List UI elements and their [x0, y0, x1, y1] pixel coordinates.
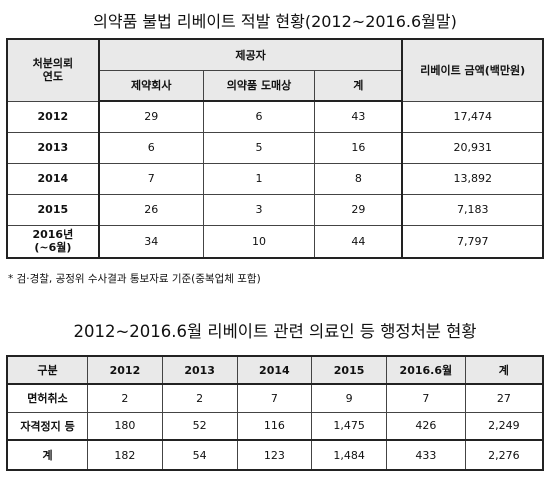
- pharma-cell: 26: [98, 193, 204, 226]
- header-total: 계: [464, 355, 544, 385]
- year-cell: 2014: [6, 162, 100, 195]
- wholesale-cell: 6: [202, 100, 316, 133]
- page-title: 의약품 불법 리베이트 적발 현황(2012~2016.6월말): [93, 12, 457, 31]
- pharma-cell: 29: [98, 100, 204, 133]
- header-2012: 2012: [87, 355, 163, 385]
- header-amount: 리베이트 금액(백만원): [401, 38, 544, 102]
- year-cell: 2012: [6, 100, 100, 133]
- section-title: 2012~2016.6월 리베이트 관련 의료인 등 행정처분 현황: [73, 322, 477, 341]
- total-cell: 16: [314, 131, 404, 164]
- header-year: 처분의뢰 연도: [6, 38, 100, 102]
- value-cell: 9: [311, 383, 387, 413]
- header-2014: 2014: [236, 355, 313, 385]
- total-row: 계 182 54 123 1,484 433 2,276: [6, 439, 544, 471]
- value-cell: 116: [236, 411, 313, 441]
- table-row: 면허취소 2 2 7 9 7 27: [6, 383, 544, 413]
- total-cell: 8: [314, 162, 404, 195]
- administrative-action-table: 구분 2012 2013 2014 2015 2016.6월 계 면허취소 2 …: [6, 355, 544, 471]
- year-cell: 2013: [6, 131, 100, 164]
- total-cell: 29: [314, 193, 404, 226]
- header-wholesale: 의약품 도매상: [202, 69, 316, 102]
- footnote: * 검·경찰, 공정위 수사결과 통보자료 기준(중복업체 포함): [8, 273, 261, 285]
- value-cell: 2: [161, 383, 238, 413]
- value-cell: 7: [385, 383, 466, 413]
- value-cell: 180: [87, 411, 163, 441]
- value-cell: 426: [385, 411, 466, 441]
- value-cell: 52: [161, 411, 238, 441]
- year-cell: 2015: [6, 193, 100, 226]
- value-cell: 54: [161, 439, 238, 471]
- table-row: 2014 7 1 8 13,892: [6, 162, 544, 195]
- value-cell: 2: [87, 383, 163, 413]
- header-subtotal: 계: [314, 69, 404, 102]
- value-cell: 123: [236, 439, 313, 471]
- pharma-cell: 34: [98, 224, 204, 259]
- header-2015: 2015: [311, 355, 387, 385]
- total-cell: 44: [314, 224, 404, 259]
- wholesale-cell: 1: [202, 162, 316, 195]
- amount-cell: 17,474: [401, 100, 544, 133]
- value-cell: 2,249: [464, 411, 544, 441]
- value-cell: 182: [87, 439, 163, 471]
- header-provider: 제공자: [98, 38, 404, 71]
- header-category: 구분: [6, 355, 89, 385]
- amount-cell: 13,892: [401, 162, 544, 195]
- table-row: 자격정지 등 180 52 116 1,475 426 2,249: [6, 411, 544, 441]
- header-2016: 2016.6월: [385, 355, 466, 385]
- value-cell: 433: [385, 439, 466, 471]
- value-cell: 2,276: [464, 439, 544, 471]
- value-cell: 1,484: [311, 439, 387, 471]
- table-row: 2012 29 6 43 17,474: [6, 100, 544, 133]
- table-row: 2016년 (~6월) 34 10 44 7,797: [6, 224, 544, 259]
- pharma-cell: 6: [98, 131, 204, 164]
- table-row: 2013 6 5 16 20,931: [6, 131, 544, 164]
- amount-cell: 7,797: [401, 224, 544, 259]
- year-cell: 2016년 (~6월): [6, 224, 100, 259]
- total-cell: 43: [314, 100, 404, 133]
- header-pharma: 제약회사: [98, 69, 204, 102]
- amount-cell: 7,183: [401, 193, 544, 226]
- value-cell: 7: [236, 383, 313, 413]
- table-row: 2015 26 3 29 7,183: [6, 193, 544, 226]
- wholesale-cell: 10: [202, 224, 316, 259]
- wholesale-cell: 5: [202, 131, 316, 164]
- pharma-cell: 7: [98, 162, 204, 195]
- category-cell: 계: [6, 439, 89, 471]
- wholesale-cell: 3: [202, 193, 316, 226]
- category-cell: 면허취소: [6, 383, 89, 413]
- value-cell: 27: [464, 383, 544, 413]
- amount-cell: 20,931: [401, 131, 544, 164]
- rebate-detection-table: 처분의뢰 연도 제공자 리베이트 금액(백만원) 제약회사 의약품 도매상 계 …: [6, 38, 544, 259]
- value-cell: 1,475: [311, 411, 387, 441]
- header-2013: 2013: [161, 355, 238, 385]
- category-cell: 자격정지 등: [6, 411, 89, 441]
